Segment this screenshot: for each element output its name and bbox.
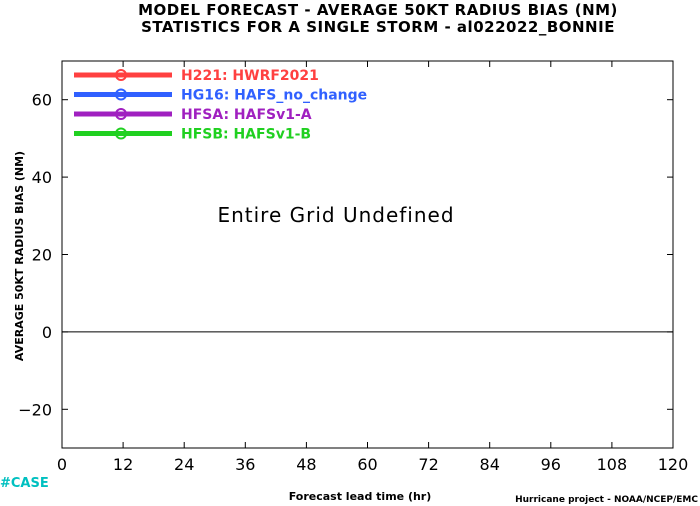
chart-subtitle: STATISTICS FOR A SINGLE STORM - al022022… bbox=[141, 18, 615, 36]
x-tick-label: 0 bbox=[57, 455, 67, 474]
legend-label: HFSA: HAFSv1-A bbox=[181, 107, 312, 123]
x-tick-label: 84 bbox=[480, 455, 500, 474]
legend-label: H221: HWRF2021 bbox=[181, 68, 319, 84]
y-axis-label: AVERAGE 50KT RADIUS BIAS (NM) bbox=[13, 151, 26, 361]
undefined-grid-annotation: Entire Grid Undefined bbox=[217, 203, 454, 227]
y-axis-ticks: −20 0 20 40 60 bbox=[18, 91, 673, 419]
x-axis-label: Forecast lead time (hr) bbox=[289, 490, 432, 503]
legend-label: HG16: HAFS_no_change bbox=[181, 88, 367, 104]
y-tick-label: 60 bbox=[32, 91, 52, 110]
x-tick-label: 36 bbox=[235, 455, 255, 474]
case-logo: #CASE bbox=[0, 476, 49, 491]
credit-text: Hurricane project - NOAA/NCEP/EMC bbox=[515, 495, 698, 505]
legend-marker bbox=[115, 69, 127, 81]
legend-marker bbox=[115, 88, 127, 101]
x-tick-label: 108 bbox=[597, 455, 628, 474]
plot-area bbox=[61, 60, 674, 449]
legend-marker bbox=[115, 108, 127, 120]
x-tick-label: 48 bbox=[296, 455, 316, 474]
y-tick-label: 0 bbox=[42, 323, 52, 342]
x-tick-label: 96 bbox=[541, 455, 561, 474]
x-tick-label: 24 bbox=[174, 455, 194, 474]
x-axis-ticks: 0 12 24 36 48 60 72 84 96 108 120 bbox=[57, 61, 688, 474]
legend: H221: HWRF2021 HG16: HAFS_no_change HFSA: … bbox=[74, 68, 367, 143]
legend-marker bbox=[115, 127, 127, 140]
y-tick-label: −20 bbox=[18, 400, 52, 419]
y-tick-label: 40 bbox=[32, 168, 52, 187]
y-tick-label: 20 bbox=[32, 246, 52, 265]
x-tick-label: 72 bbox=[418, 455, 438, 474]
x-tick-label: 120 bbox=[658, 455, 689, 474]
x-tick-label: 60 bbox=[357, 455, 377, 474]
chart-title: MODEL FORECAST - AVERAGE 50KT RADIUS BIA… bbox=[138, 1, 618, 19]
plot-frame bbox=[61, 60, 674, 449]
x-tick-label: 12 bbox=[113, 455, 133, 474]
legend-label: HFSB: HAFSv1-B bbox=[181, 127, 311, 143]
